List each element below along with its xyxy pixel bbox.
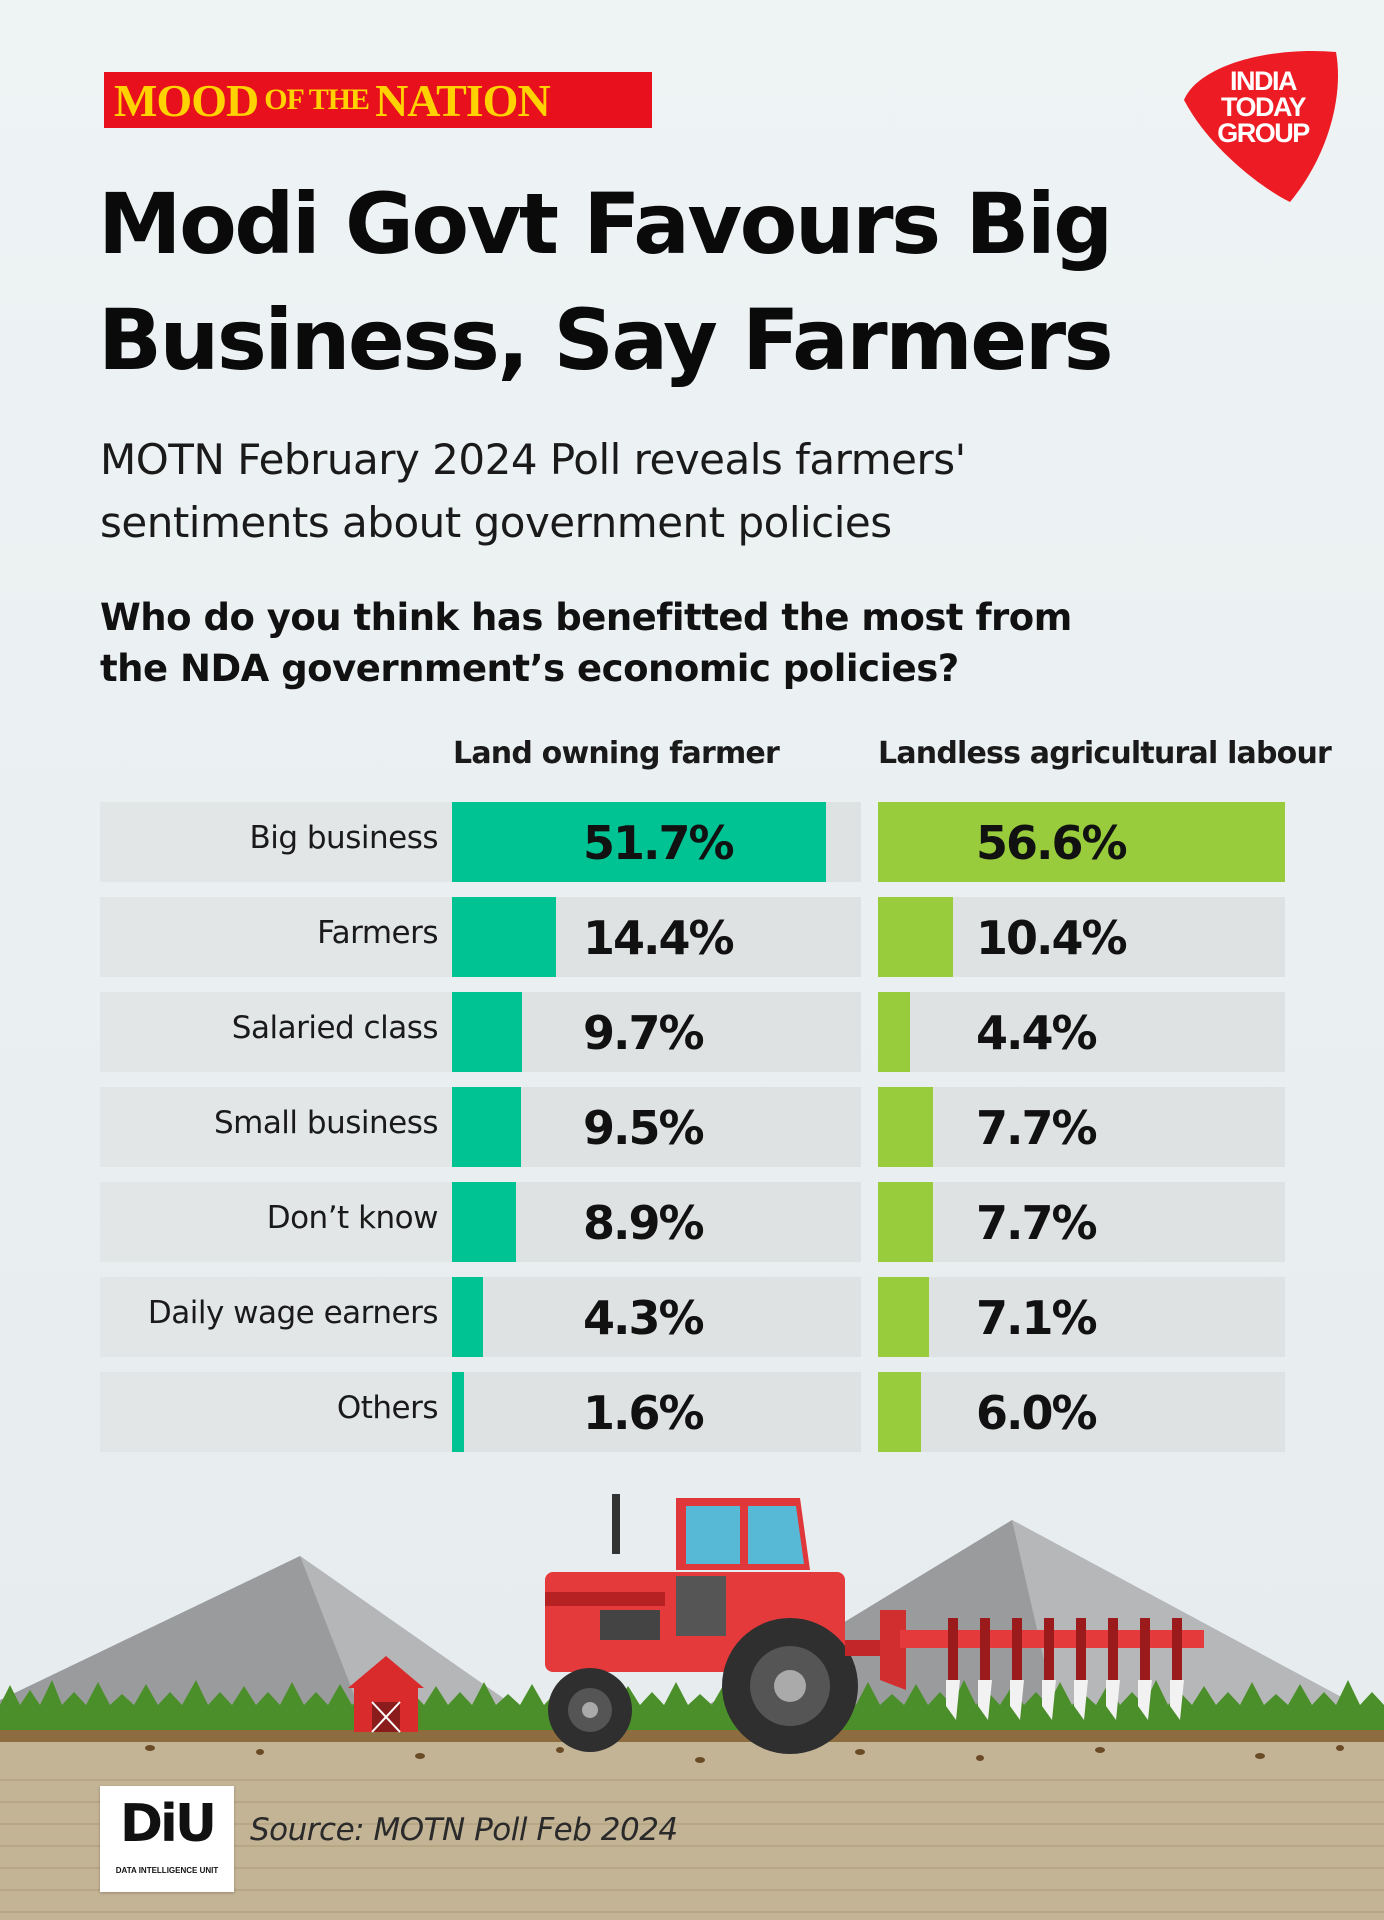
data-label: 7.1% — [976, 1291, 1098, 1345]
category-cell: Small business — [100, 1087, 452, 1167]
bar-track: 56.6% — [878, 802, 1285, 882]
category-label: Don’t know — [266, 1200, 439, 1236]
bar — [878, 992, 910, 1072]
bar-track: 7.7% — [878, 1182, 1285, 1262]
data-label: 10.4% — [976, 911, 1128, 965]
source-note: Source: MOTN Poll Feb 2024 — [250, 1812, 678, 1848]
bar — [452, 1277, 483, 1357]
tractor-icon — [545, 1494, 1204, 1754]
bar — [878, 1372, 921, 1452]
bar — [878, 1087, 933, 1167]
category-label: Big business — [249, 820, 438, 856]
bar — [452, 1087, 521, 1167]
bar-track: 4.3% — [452, 1277, 861, 1357]
data-label: 4.4% — [976, 1006, 1098, 1060]
chart-row: Salaried class 9.7% 4.4% — [100, 992, 1285, 1072]
bar-track: 7.7% — [878, 1087, 1285, 1167]
subtitle: MOTN February 2024 Poll reveals farmers'… — [100, 435, 966, 547]
banner-text-mood: MOOD — [114, 74, 259, 126]
logo-text-line-3: GROUP — [1217, 118, 1310, 148]
survey-question: Who do you think has benefitted the most… — [100, 596, 1072, 690]
headline: Modi Govt Favours Big Business, Say Farm… — [98, 175, 1114, 389]
category-label: Farmers — [317, 915, 438, 951]
bar — [452, 1372, 464, 1452]
bar-track: 51.7% — [452, 802, 861, 882]
data-label: 56.6% — [976, 816, 1128, 870]
data-label: 8.9% — [583, 1196, 705, 1250]
category-cell: Farmers — [100, 897, 452, 977]
bar-track: 14.4% — [452, 897, 861, 977]
data-label: 14.4% — [583, 911, 735, 965]
india-today-group-logo: INDIA TODAY GROUP — [1178, 46, 1344, 206]
legend-land-owning-farmer: Land owning farmer — [453, 736, 780, 771]
bar — [878, 897, 953, 977]
bar — [878, 802, 1285, 882]
bar-track: 10.4% — [878, 897, 1285, 977]
logo-text-line-1: INDIA — [1230, 66, 1298, 96]
category-label: Small business — [213, 1105, 439, 1141]
bar-track: 9.7% — [452, 992, 861, 1072]
category-label: Daily wage earners — [147, 1295, 439, 1331]
bar-track: 7.1% — [878, 1277, 1285, 1357]
farm-scene-illustration — [0, 1494, 1384, 1920]
category-cell: Others — [100, 1372, 452, 1452]
bar — [452, 802, 826, 882]
bar — [878, 1277, 929, 1357]
banner-text-nation: NATION — [375, 74, 551, 126]
logo-shape-icon — [1184, 50, 1339, 203]
data-label: 9.5% — [583, 1101, 705, 1155]
diu-logo-subtext: DATA INTELLIGENCE UNIT — [115, 1866, 219, 1875]
data-label: 7.7% — [976, 1101, 1098, 1155]
bar — [452, 992, 522, 1072]
category-cell: Don’t know — [100, 1182, 452, 1262]
bar — [452, 1182, 516, 1262]
data-label: 7.7% — [976, 1196, 1098, 1250]
diu-logo: DiU DATA INTELLIGENCE UNIT — [100, 1786, 234, 1892]
category-cell: Daily wage earners — [100, 1277, 452, 1357]
chart-row: Small business 9.5% 7.7% — [100, 1087, 1285, 1167]
barn-icon — [348, 1656, 424, 1733]
chart-row: Don’t know 8.9% 7.7% — [100, 1182, 1285, 1262]
bar-track: 1.6% — [452, 1372, 861, 1452]
data-label: 9.7% — [583, 1006, 705, 1060]
category-label: Salaried class — [231, 1010, 439, 1046]
chart-row: Big business 51.7% 56.6% — [100, 802, 1285, 882]
bar-track: 8.9% — [452, 1182, 861, 1262]
data-label: 51.7% — [583, 816, 735, 870]
chart-row: Others 1.6% 6.0% — [100, 1372, 1285, 1452]
bar — [452, 897, 556, 977]
diu-logo-text: DiU — [119, 1794, 217, 1854]
category-cell: Salaried class — [100, 992, 452, 1072]
mood-of-the-nation-banner: MOOD OF THE NATION — [104, 72, 652, 128]
bar-track: 4.4% — [878, 992, 1285, 1072]
chart-row: Daily wage earners 4.3% 7.1% — [100, 1277, 1285, 1357]
bar — [878, 1182, 933, 1262]
data-label: 4.3% — [583, 1291, 705, 1345]
legend-landless-agricultural-labour: Landless agricultural labour — [878, 736, 1332, 771]
logo-text-line-2: TODAY — [1220, 92, 1307, 122]
data-label: 1.6% — [583, 1386, 705, 1440]
category-label: Others — [336, 1390, 439, 1426]
bar-track: 9.5% — [452, 1087, 861, 1167]
banner-text-of-the: OF THE — [264, 83, 370, 116]
chart-row: Farmers 14.4% 10.4% — [100, 897, 1285, 977]
data-label: 6.0% — [976, 1386, 1098, 1440]
category-cell: Big business — [100, 802, 452, 882]
bar-track: 6.0% — [878, 1372, 1285, 1452]
